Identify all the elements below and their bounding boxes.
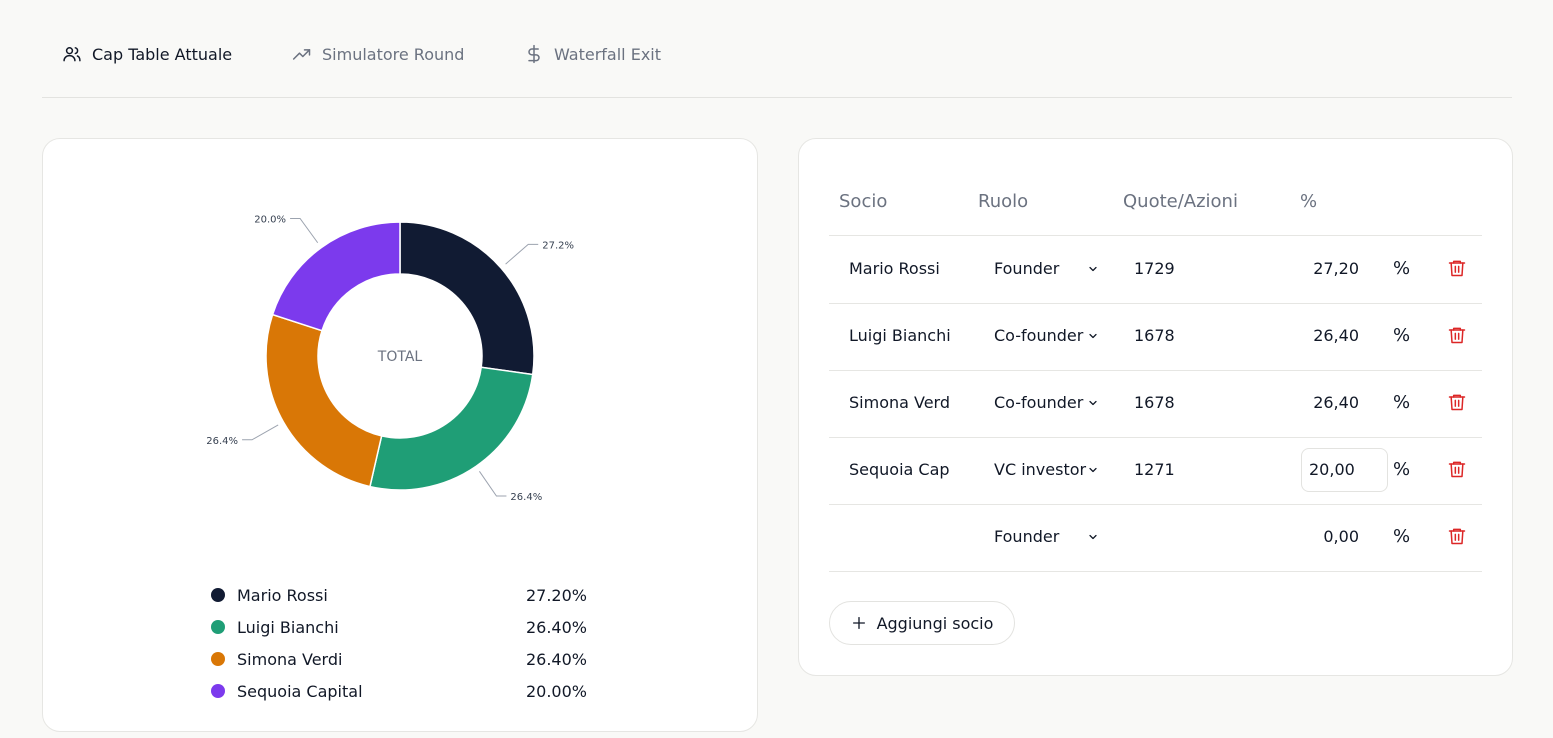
chevron-down-icon xyxy=(1089,467,1097,472)
legend-label: Mario Rossi xyxy=(237,585,328,605)
donut-leader-line xyxy=(290,217,319,244)
chevron-down-icon xyxy=(1089,400,1097,405)
trash-icon xyxy=(1448,327,1466,344)
delete-row-button[interactable] xyxy=(1447,392,1467,412)
table-row: Sequoia Cap VC investor 1271 20,00% xyxy=(829,437,1482,505)
donut-slice-label: 26.4% xyxy=(510,492,542,503)
role-select-value: Co-founder xyxy=(994,393,1084,412)
legend-item: Mario Rossi 27.20% xyxy=(211,583,587,607)
users-icon xyxy=(63,47,81,62)
role-select[interactable]: Founder xyxy=(994,259,1099,278)
tab-bar: Cap Table Attuale Simulatore Round Water… xyxy=(42,0,1512,98)
trash-icon xyxy=(1448,394,1466,411)
percent-sign: % xyxy=(1393,325,1411,346)
legend-color-dot xyxy=(211,588,225,602)
cap-table-card: Socio Ruolo Quote/Azioni % Mario Rossi Fo… xyxy=(798,138,1513,676)
tab-label: Cap Table Attuale xyxy=(92,44,233,64)
shares-input[interactable]: 1729 xyxy=(1134,259,1175,278)
chevron-down-icon xyxy=(1089,333,1097,338)
percent-input[interactable]: 0,00 xyxy=(1323,527,1359,546)
legend-value: 20.00% xyxy=(525,681,587,701)
percent-input[interactable]: 20,00 xyxy=(1309,460,1355,479)
donut-slice-sequoia-capital[interactable] xyxy=(271,221,401,332)
donut-leader-line xyxy=(505,243,539,265)
column-header-ruolo: Ruolo xyxy=(978,191,1029,212)
percent-input[interactable]: 26,40 xyxy=(1313,326,1359,345)
tab-cap-table-attuale[interactable]: Cap Table Attuale xyxy=(62,42,232,66)
role-select-value: Co-founder xyxy=(994,326,1084,345)
trash-icon xyxy=(1448,528,1466,545)
role-select-value: Founder xyxy=(994,527,1060,546)
legend-color-dot xyxy=(211,620,225,634)
add-shareholder-label: Aggiungi socio xyxy=(876,613,994,633)
donut-center-label: TOTAL xyxy=(377,349,423,365)
trash-icon xyxy=(1448,461,1466,478)
donut-slice-simona-verdi[interactable] xyxy=(265,313,383,488)
percent-sign: % xyxy=(1393,392,1411,413)
legend-color-dot xyxy=(211,652,225,666)
donut-slice-mario-rossi[interactable] xyxy=(399,221,535,376)
shareholder-name-input[interactable]: Mario Rossi xyxy=(849,259,940,278)
shares-input[interactable]: 1678 xyxy=(1134,393,1175,412)
dollar-icon xyxy=(528,44,540,64)
table-row: Mario Rossi Founder 1729 27,20% xyxy=(829,236,1482,304)
table-row: Founder 0,00% xyxy=(829,504,1482,572)
donut-slice-label: 26.4% xyxy=(206,436,238,447)
legend-label: Simona Verdi xyxy=(237,649,343,669)
donut-slice-label: 20.0% xyxy=(254,214,286,225)
shareholder-name-input[interactable]: Simona Verd xyxy=(849,393,951,412)
trash-icon xyxy=(1448,260,1466,277)
shares-input[interactable]: 1271 xyxy=(1134,460,1175,479)
tab-label: Waterfall Exit xyxy=(554,44,662,64)
legend-item: Luigi Bianchi 26.40% xyxy=(211,615,587,639)
role-select-value: Founder xyxy=(994,259,1060,278)
role-select-value: VC investor xyxy=(994,460,1087,479)
legend-value: 27.20% xyxy=(525,585,587,605)
legend-label: Sequoia Capital xyxy=(237,681,363,701)
column-header-quote: Quote/Azioni xyxy=(1123,191,1238,212)
ownership-chart-card: 27.2% 26.4% 26.4% 20.0% TOTAL Mario Rossi 27… xyxy=(42,138,758,732)
column-header-percent: % xyxy=(1300,191,1318,212)
donut-slice-label: 27.2% xyxy=(542,240,574,251)
delete-row-button[interactable] xyxy=(1447,258,1467,278)
legend-label: Luigi Bianchi xyxy=(237,617,339,637)
add-shareholder-button[interactable]: Aggiungi socio xyxy=(829,601,1015,645)
donut-leader-line xyxy=(479,471,507,497)
tab-simulatore-round[interactable]: Simulatore Round xyxy=(292,42,464,66)
role-select[interactable]: Co-founder xyxy=(994,326,1099,345)
donut-leader-line xyxy=(242,424,279,441)
percent-sign: % xyxy=(1393,258,1411,279)
table-divider xyxy=(829,235,1482,236)
shareholder-name-input[interactable]: Luigi Bianchi xyxy=(849,326,951,345)
percent-input-box[interactable] xyxy=(1301,448,1388,492)
tab-waterfall-exit[interactable]: Waterfall Exit xyxy=(524,42,661,66)
chevron-down-icon xyxy=(1089,266,1097,271)
plus-icon xyxy=(852,617,865,629)
percent-sign: % xyxy=(1393,459,1411,480)
ownership-donut-chart: 27.2% 26.4% 26.4% 20.0% TOTAL xyxy=(206,214,574,503)
legend-value: 26.40% xyxy=(525,649,587,669)
chevron-down-icon xyxy=(1089,534,1097,539)
table-row: Luigi Bianchi Co-founder 1678 26,40% xyxy=(829,303,1482,371)
shares-input[interactable]: 1678 xyxy=(1134,326,1175,345)
trending-up-icon xyxy=(292,49,311,60)
role-select[interactable]: VC investor xyxy=(994,460,1099,479)
donut-slice-luigi-bianchi[interactable] xyxy=(369,366,534,491)
delete-row-button[interactable] xyxy=(1447,325,1467,345)
percent-input[interactable]: 27,20 xyxy=(1313,259,1359,278)
role-select[interactable]: Founder xyxy=(994,527,1099,546)
delete-row-button[interactable] xyxy=(1447,459,1467,479)
tab-label: Simulatore Round xyxy=(322,44,465,64)
legend-item: Simona Verdi 26.40% xyxy=(211,647,587,671)
legend-color-dot xyxy=(211,684,225,698)
percent-input[interactable]: 26,40 xyxy=(1313,393,1359,412)
column-header-socio: Socio xyxy=(839,191,888,212)
percent-sign: % xyxy=(1393,526,1411,547)
legend-item: Sequoia Capital 20.00% xyxy=(211,679,587,703)
shareholder-name-input[interactable]: Sequoia Cap xyxy=(849,460,950,479)
delete-row-button[interactable] xyxy=(1447,526,1467,546)
table-row: Simona Verd Co-founder 1678 26,40% xyxy=(829,370,1482,438)
role-select[interactable]: Co-founder xyxy=(994,393,1099,412)
legend-value: 26.40% xyxy=(525,617,587,637)
